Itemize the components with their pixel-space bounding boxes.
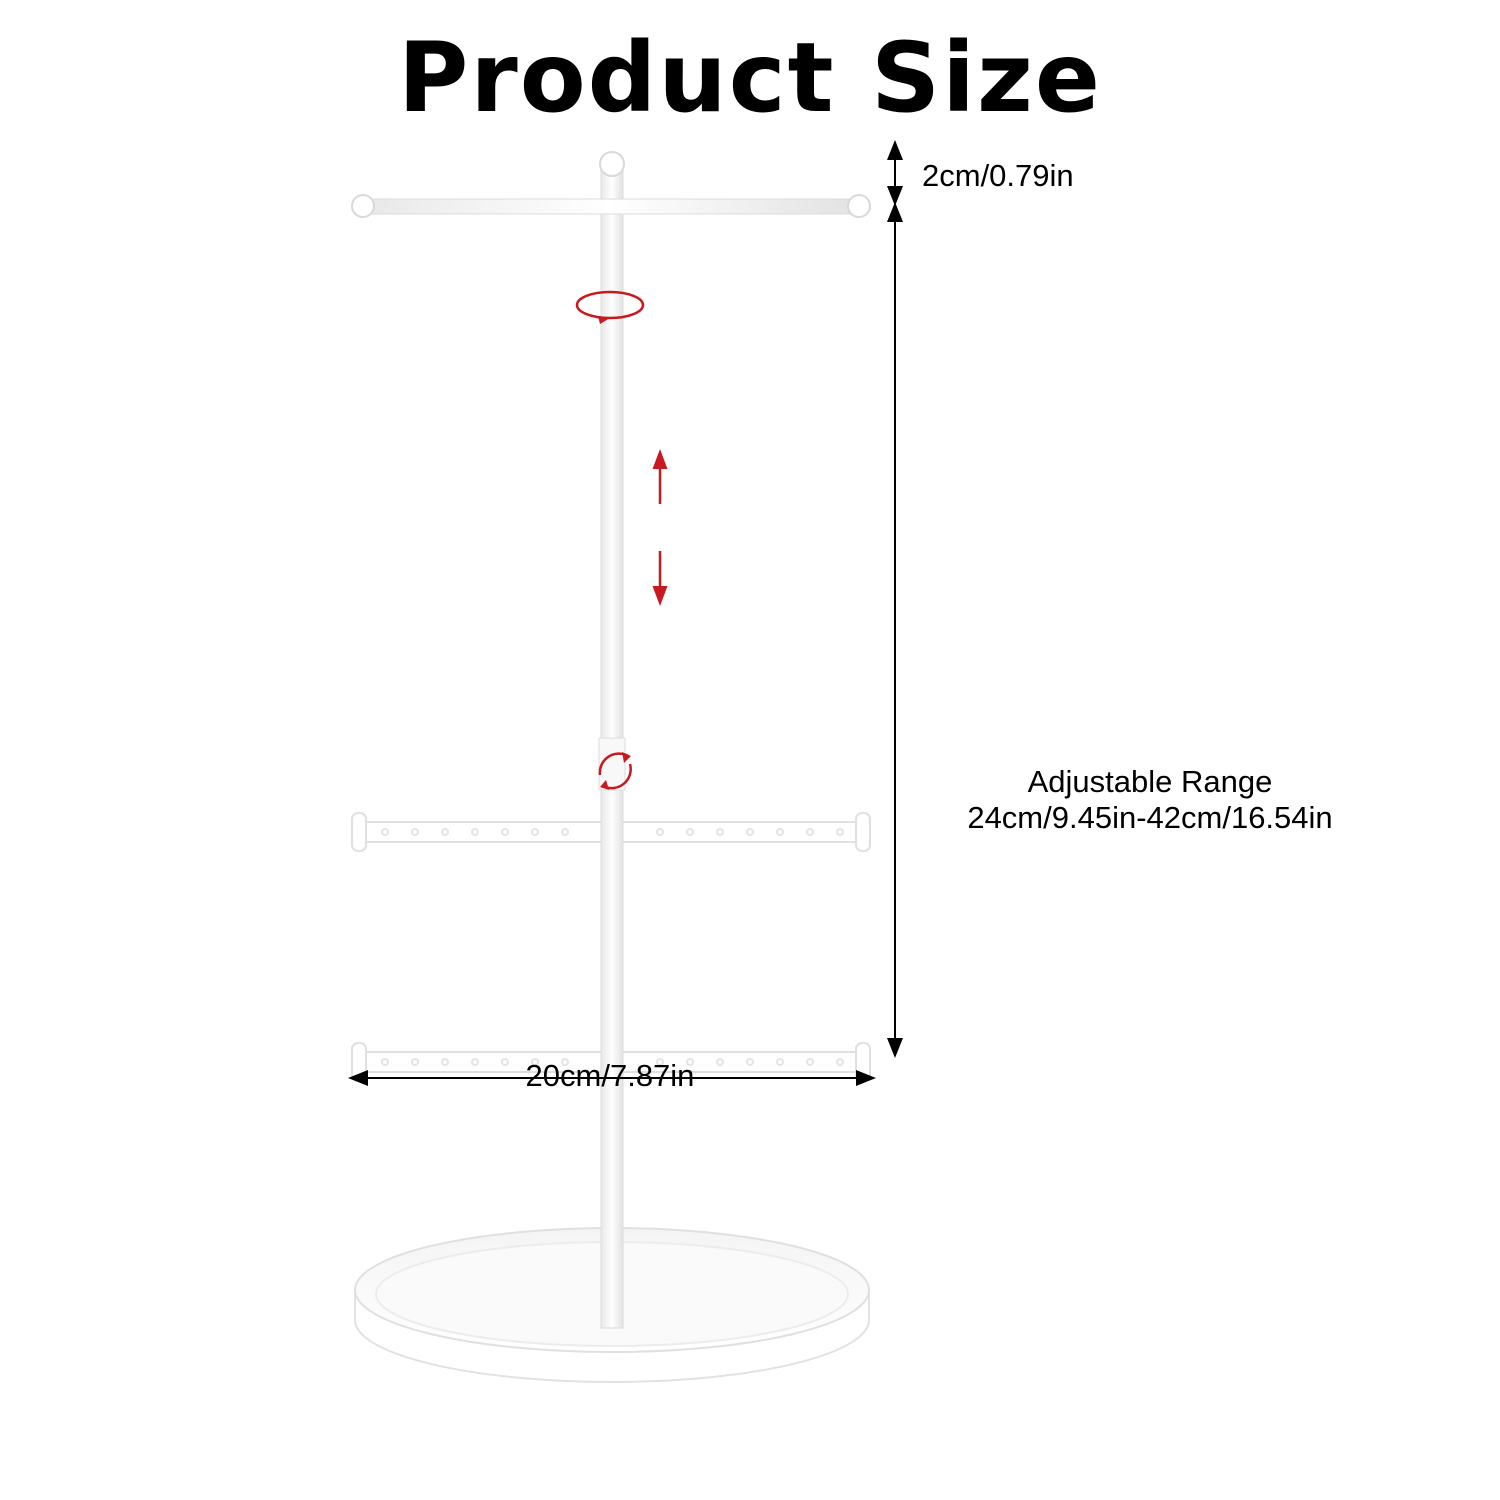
top-height-label: 2cm/0.79in: [922, 158, 1074, 193]
adjustable-range-block: Adjustable Range 24cm/9.45in-42cm/16.54i…: [900, 764, 1400, 836]
top-t-bar: [351, 194, 871, 218]
page-title: Product Size: [398, 22, 1102, 134]
top-knob: [599, 151, 625, 177]
adjustable-range-value: 24cm/9.45in-42cm/16.54in: [967, 800, 1333, 835]
rotate-icon-top: [575, 290, 645, 324]
base-width-label: 20cm/7.87in: [525, 1058, 695, 1093]
jewelry-stand: [351, 151, 871, 1383]
adjustable-range-label: Adjustable Range: [1027, 764, 1273, 799]
rotate-icon-middle: [598, 752, 632, 790]
